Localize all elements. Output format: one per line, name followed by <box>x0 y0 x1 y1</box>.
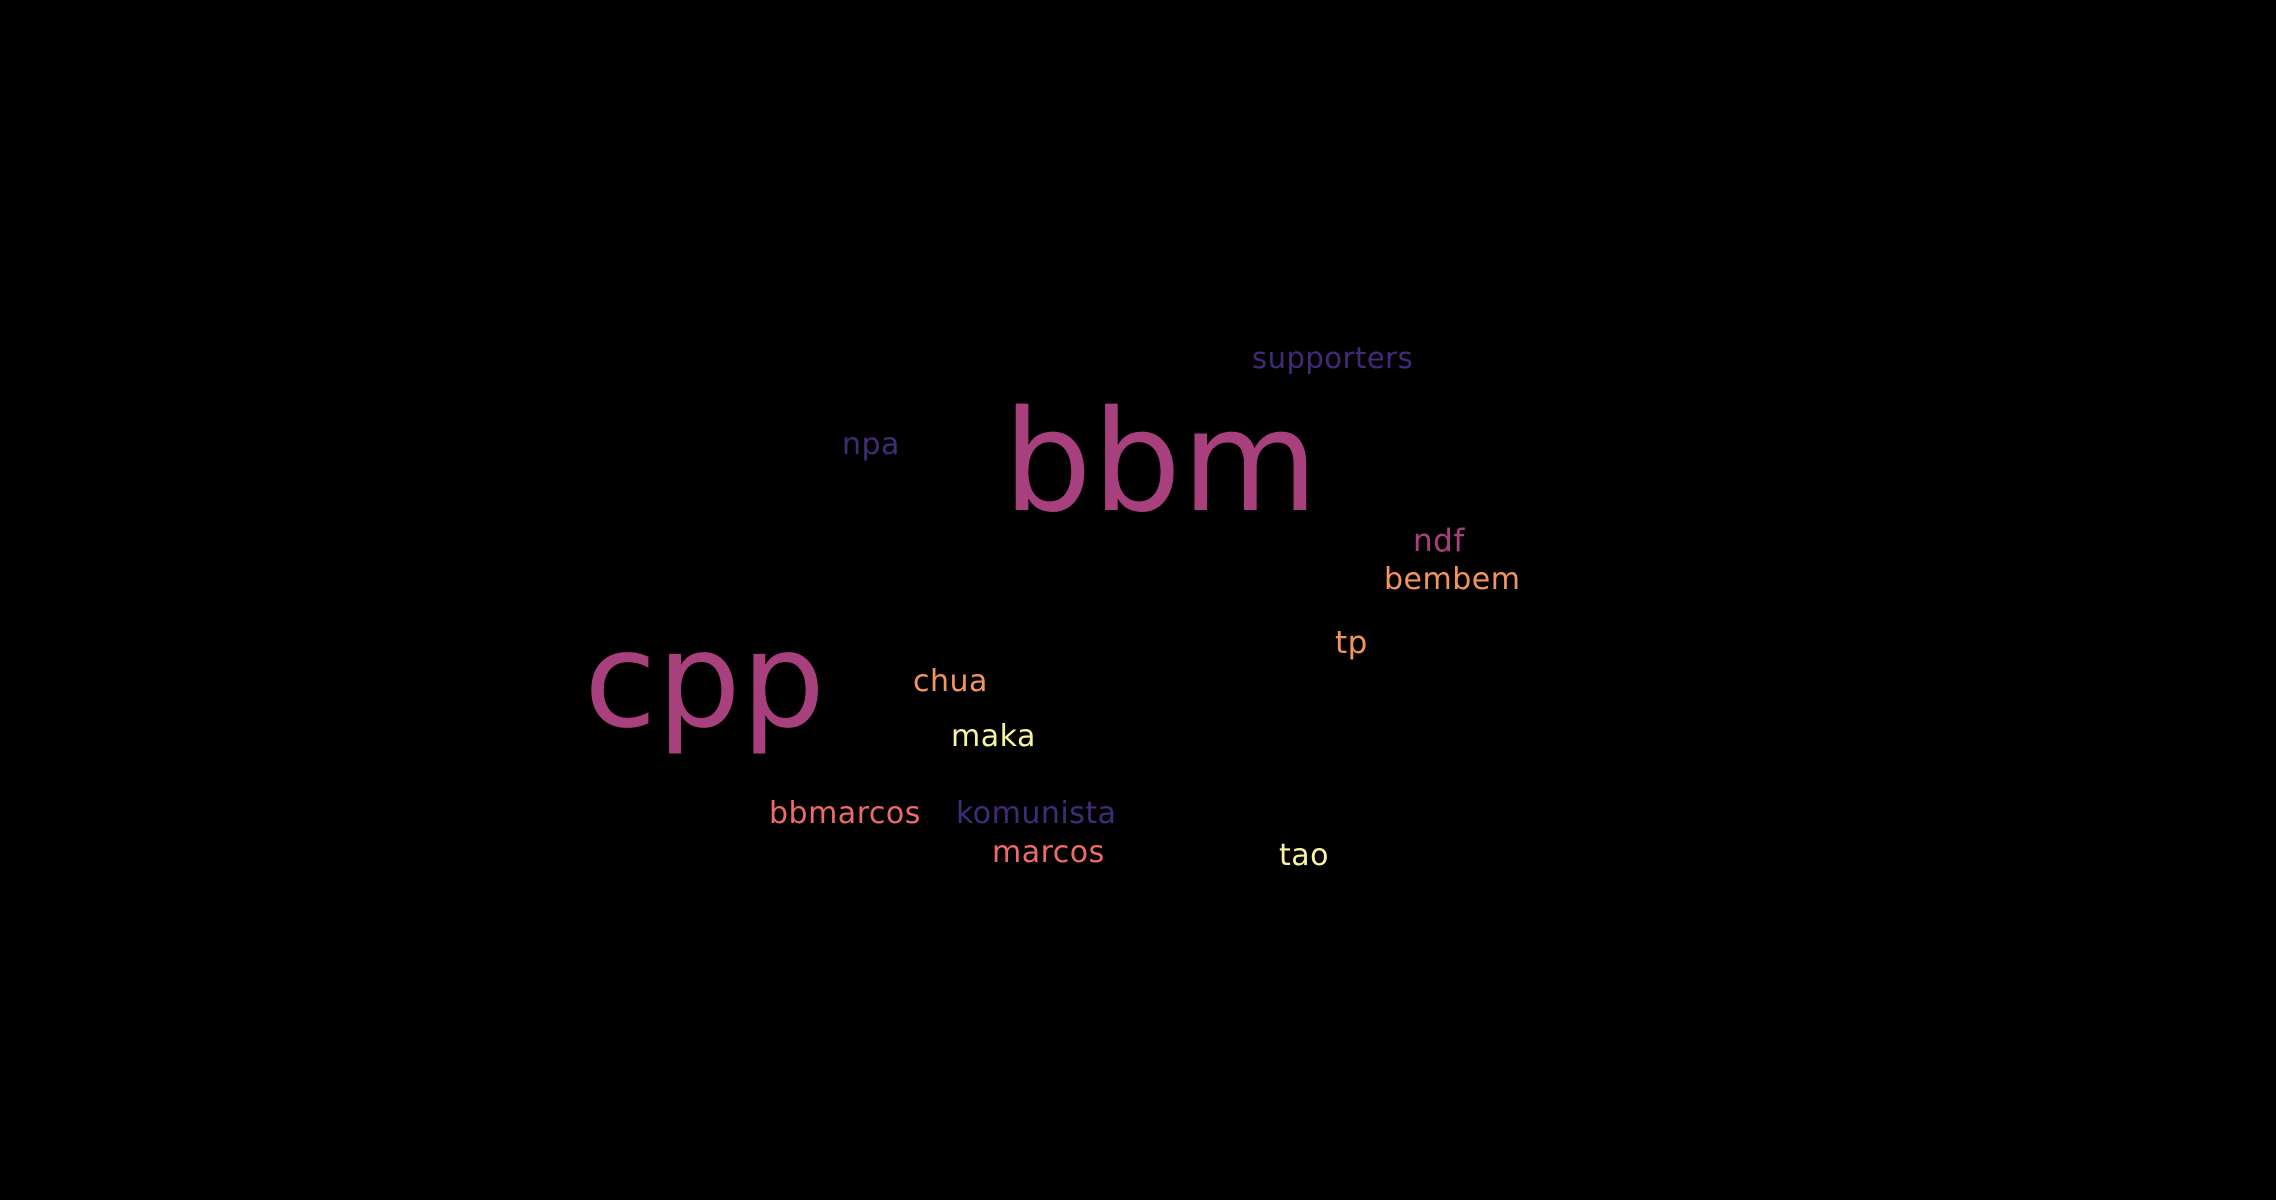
word-tp: tp <box>1335 625 1368 661</box>
word-ndf: ndf <box>1413 523 1465 559</box>
word-bbm: bbm <box>1003 381 1319 544</box>
word-chua: chua <box>913 664 988 699</box>
word-npa: npa <box>842 427 900 462</box>
word-bbmarcos: bbmarcos <box>769 796 921 831</box>
word-tao: tao <box>1279 838 1330 873</box>
word-cpp: cpp <box>584 604 826 758</box>
word-bembem: bembem <box>1384 562 1521 597</box>
word-komunista: komunista <box>956 796 1117 831</box>
word-supporters: supporters <box>1252 341 1414 375</box>
word-maka: maka <box>951 719 1036 754</box>
word-marcos: marcos <box>992 835 1105 870</box>
